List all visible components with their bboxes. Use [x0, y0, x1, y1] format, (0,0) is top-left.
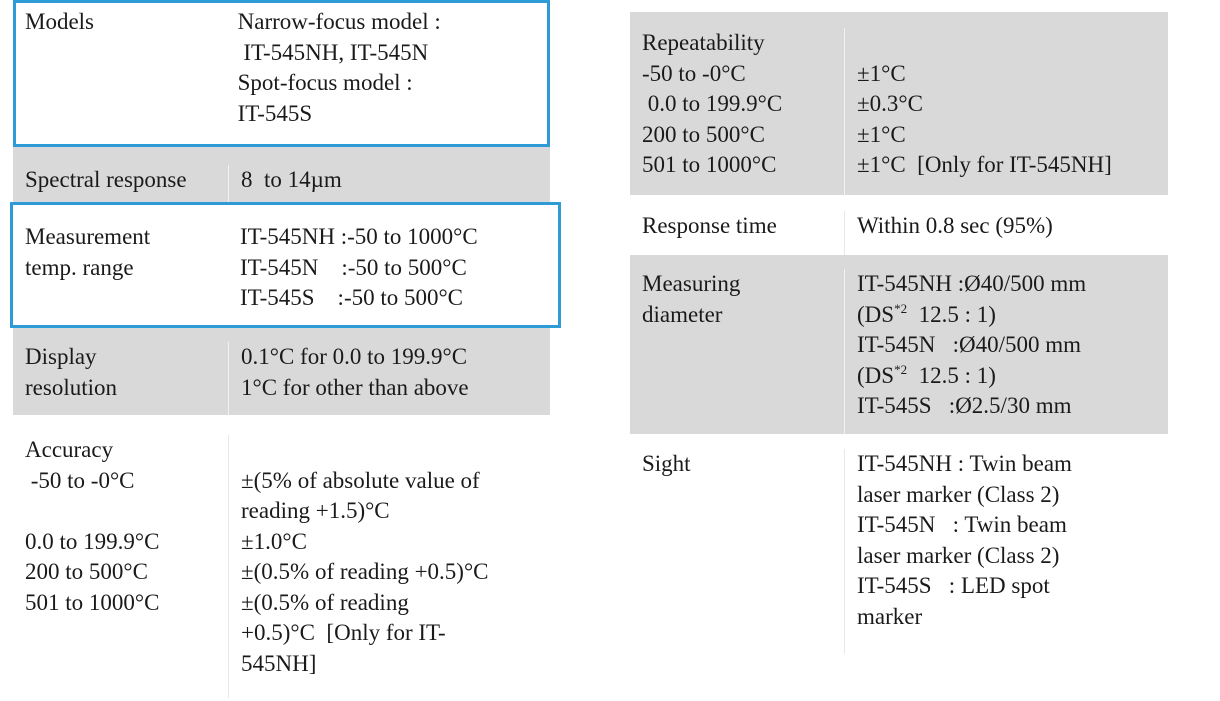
diameter-value-line: (DS*2 12.5 : 1) — [857, 300, 1168, 331]
models-value-line: IT-545NH, IT-545N — [237, 39, 429, 65]
label-cell: Accuracy -50 to -0°C 0.0 to 199.9°C 200 … — [13, 435, 228, 698]
diameter-value-line: IT-545N :Ø40/500 mm — [857, 332, 1082, 357]
repeatability-label-line: -50 to -0°C — [642, 60, 746, 86]
measurement-label-line: temp. range — [25, 254, 134, 280]
accuracy-value-line: ±1.0°C — [241, 528, 307, 554]
accuracy-value-line: reading +1.5)°C — [241, 498, 390, 523]
accuracy-value-line — [241, 435, 550, 466]
display-value-line: 1°C for other than above — [241, 374, 469, 400]
models-value-line: Narrow-focus model : — [237, 9, 441, 34]
footnote-mark: *2 — [894, 300, 908, 316]
repeatability-value-line — [857, 28, 1168, 59]
display-label-line: resolution — [25, 374, 117, 400]
accuracy-label-line: Accuracy — [25, 437, 114, 462]
display-value-line: 0.1°C for 0.0 to 199.9°C — [241, 344, 468, 369]
sight-value-line: laser marker (Class 2) — [857, 542, 1060, 568]
label-cell: Repeatability -50 to -0°C 0.0 to 199.9°C… — [630, 28, 844, 195]
measurement-value-line: IT-545S :-50 to 500°C — [240, 285, 464, 310]
row-accuracy: Accuracy -50 to -0°C 0.0 to 199.9°C 200 … — [13, 415, 550, 698]
accuracy-label-line — [25, 496, 228, 527]
repeatability-value-line: ±1°C [Only for IT-545NH] — [857, 152, 1112, 177]
diameter-value-line: IT-545NH :Ø40/500 mm — [857, 271, 1087, 296]
measurement-label-line: Measurement — [25, 224, 151, 249]
value-cell: Within 0.8 sec (95%) — [844, 211, 1168, 255]
sight-value-line: IT-545NH : Twin beam — [857, 451, 1072, 476]
footnote-mark: *2 — [894, 361, 908, 377]
label-cell: Display resolution — [13, 342, 228, 415]
diameter-value-line: IT-545S :Ø2.5/30 mm — [857, 393, 1072, 418]
sight-value-line: marker — [857, 603, 923, 629]
diameter-label-line: Measuring — [642, 271, 741, 296]
diameter-ratio-text: 12.5 : 1) — [907, 362, 996, 388]
accuracy-value-line: ±(5% of absolute value of — [241, 467, 480, 493]
response-value: Within 0.8 sec (95%) — [857, 213, 1053, 238]
row-spectral-response: Spectral response 8 to 14µm — [13, 147, 550, 202]
repeatability-label-line: Repeatability — [642, 30, 765, 55]
diameter-ds-text: (DS — [857, 301, 895, 327]
sight-value-line: IT-545N : Twin beam — [857, 512, 1067, 537]
measurement-value-line: IT-545NH :-50 to 1000°C — [240, 224, 478, 249]
row-repeatability: Repeatability -50 to -0°C 0.0 to 199.9°C… — [630, 12, 1168, 195]
value-cell: Narrow-focus model : IT-545NH, IT-545N S… — [226, 7, 547, 144]
repeatability-label-line: 501 to 1000°C — [642, 152, 777, 177]
label-cell: Response time — [630, 211, 844, 255]
diameter-label-line: diameter — [642, 301, 723, 327]
diameter-ratio-text: 12.5 : 1) — [907, 301, 996, 327]
repeatability-label-line: 0.0 to 199.9°C — [642, 91, 783, 116]
models-value-line: Spot-focus model : — [237, 70, 413, 95]
models-label: Models — [25, 9, 94, 34]
value-cell: 8 to 14µm — [228, 165, 550, 202]
label-cell: Spectral response — [13, 165, 228, 202]
accuracy-value-line: ±(0.5% of reading +0.5)°C — [241, 559, 489, 584]
label-cell: Measurement temp. range — [13, 222, 228, 325]
display-label-line: Display — [25, 344, 97, 369]
accuracy-label-line: 0.0 to 199.9°C — [25, 528, 160, 554]
sight-value-line: laser marker (Class 2) — [857, 481, 1060, 507]
row-models: Models Narrow-focus model : IT-545NH, IT… — [13, 0, 550, 147]
value-cell: IT-545NH :-50 to 1000°C IT-545N :-50 to … — [228, 222, 558, 325]
row-measuring-diameter: Measuring diameter IT-545NH :Ø40/500 mm … — [630, 255, 1168, 434]
accuracy-value-line: ±(0.5% of reading — [241, 589, 409, 615]
accuracy-label-line: 200 to 500°C — [25, 559, 148, 584]
repeatability-value-line: ±1°C — [857, 121, 906, 147]
models-value-line: IT-545S — [237, 100, 313, 126]
spec-table-left: Models Narrow-focus model : IT-545NH, IT… — [10, 0, 561, 698]
accuracy-value-line: +0.5)°C [Only for IT- — [241, 620, 446, 645]
value-cell: ±(5% of absolute value of reading +1.5)°… — [228, 435, 550, 698]
repeatability-value-line: ±0.3°C — [857, 91, 923, 116]
sight-label: Sight — [642, 451, 691, 476]
response-label: Response time — [642, 213, 777, 238]
label-cell: Sight — [630, 449, 844, 654]
repeatability-value-line: ±1°C — [857, 60, 906, 86]
diameter-ds-text: (DS — [857, 362, 895, 388]
label-cell: Measuring diameter — [630, 269, 844, 434]
row-display-resolution: Display resolution 0.1°C for 0.0 to 199.… — [13, 328, 550, 415]
row-measurement-range: Measurement temp. range IT-545NH :-50 to… — [10, 202, 561, 328]
value-cell: ±1°C ±0.3°C ±1°C ±1°C [Only for IT-545NH… — [844, 28, 1168, 195]
sight-value-line: IT-545S : LED spot — [857, 573, 1050, 598]
spectral-label: Spectral response — [25, 167, 187, 192]
row-sight: Sight IT-545NH : Twin beam laser marker … — [630, 434, 1168, 654]
measurement-value-line: IT-545N :-50 to 500°C — [240, 254, 467, 280]
value-cell: IT-545NH : Twin beam laser marker (Class… — [844, 449, 1168, 654]
diameter-value-line: (DS*2 12.5 : 1) — [857, 361, 1168, 392]
accuracy-value-line: 545NH] — [241, 650, 317, 676]
value-cell: IT-545NH :Ø40/500 mm (DS*2 12.5 : 1) IT-… — [844, 269, 1168, 434]
accuracy-label-line: 501 to 1000°C — [25, 589, 160, 615]
label-cell: Models — [16, 7, 226, 144]
row-response-time: Response time Within 0.8 sec (95%) — [630, 195, 1168, 255]
spectral-value: 8 to 14µm — [241, 167, 342, 192]
repeatability-label-line: 200 to 500°C — [642, 121, 765, 147]
value-cell: 0.1°C for 0.0 to 199.9°C 1°C for other t… — [228, 342, 550, 415]
accuracy-label-line: -50 to -0°C — [25, 467, 135, 493]
spec-table-right: Repeatability -50 to -0°C 0.0 to 199.9°C… — [630, 12, 1168, 654]
